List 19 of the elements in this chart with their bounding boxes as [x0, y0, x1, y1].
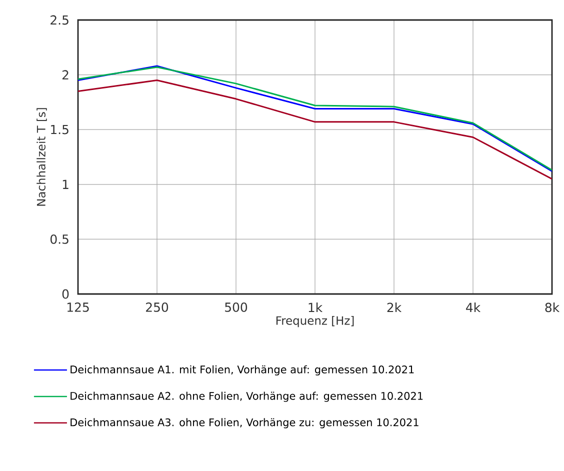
- x-tick-label: 2k: [387, 302, 402, 312]
- x-axis-title: Frequenz [Hz]: [276, 316, 354, 328]
- x-tick-label: 500: [225, 302, 248, 312]
- legend-label: Deichmannsaue A1. mit Folien, Vorhänge auf: gemessen 10.2021: [70, 365, 414, 376]
- legend-label: Deichmannsaue A2. ohne Folien, Vorhänge auf: gemessen 10.2021: [70, 392, 423, 402]
- y-tick-label: 0: [62, 289, 69, 299]
- x-tick-label: 4k: [466, 302, 481, 312]
- y-tick-label: 2.5: [50, 15, 68, 25]
- y-axis-title: Nachhallzeit T [s]: [36, 108, 47, 206]
- line-series: [78, 80, 552, 180]
- x-tick-label: 1k: [308, 302, 323, 312]
- y-tick-label: 0.5: [50, 234, 68, 244]
- y-tick-label: 1: [62, 180, 68, 189]
- legend-label: Deichmannsaue A3. ohne Folien, Vorhänge zu: gemessen 10.2021: [70, 418, 418, 428]
- y-tick-label: 1.5: [51, 124, 68, 134]
- x-tick-label: 125: [67, 302, 89, 312]
- y-tick-label: 2: [62, 70, 68, 80]
- x-tick-label: 250: [146, 302, 168, 312]
- x-tick-label: 8k: [545, 302, 560, 312]
